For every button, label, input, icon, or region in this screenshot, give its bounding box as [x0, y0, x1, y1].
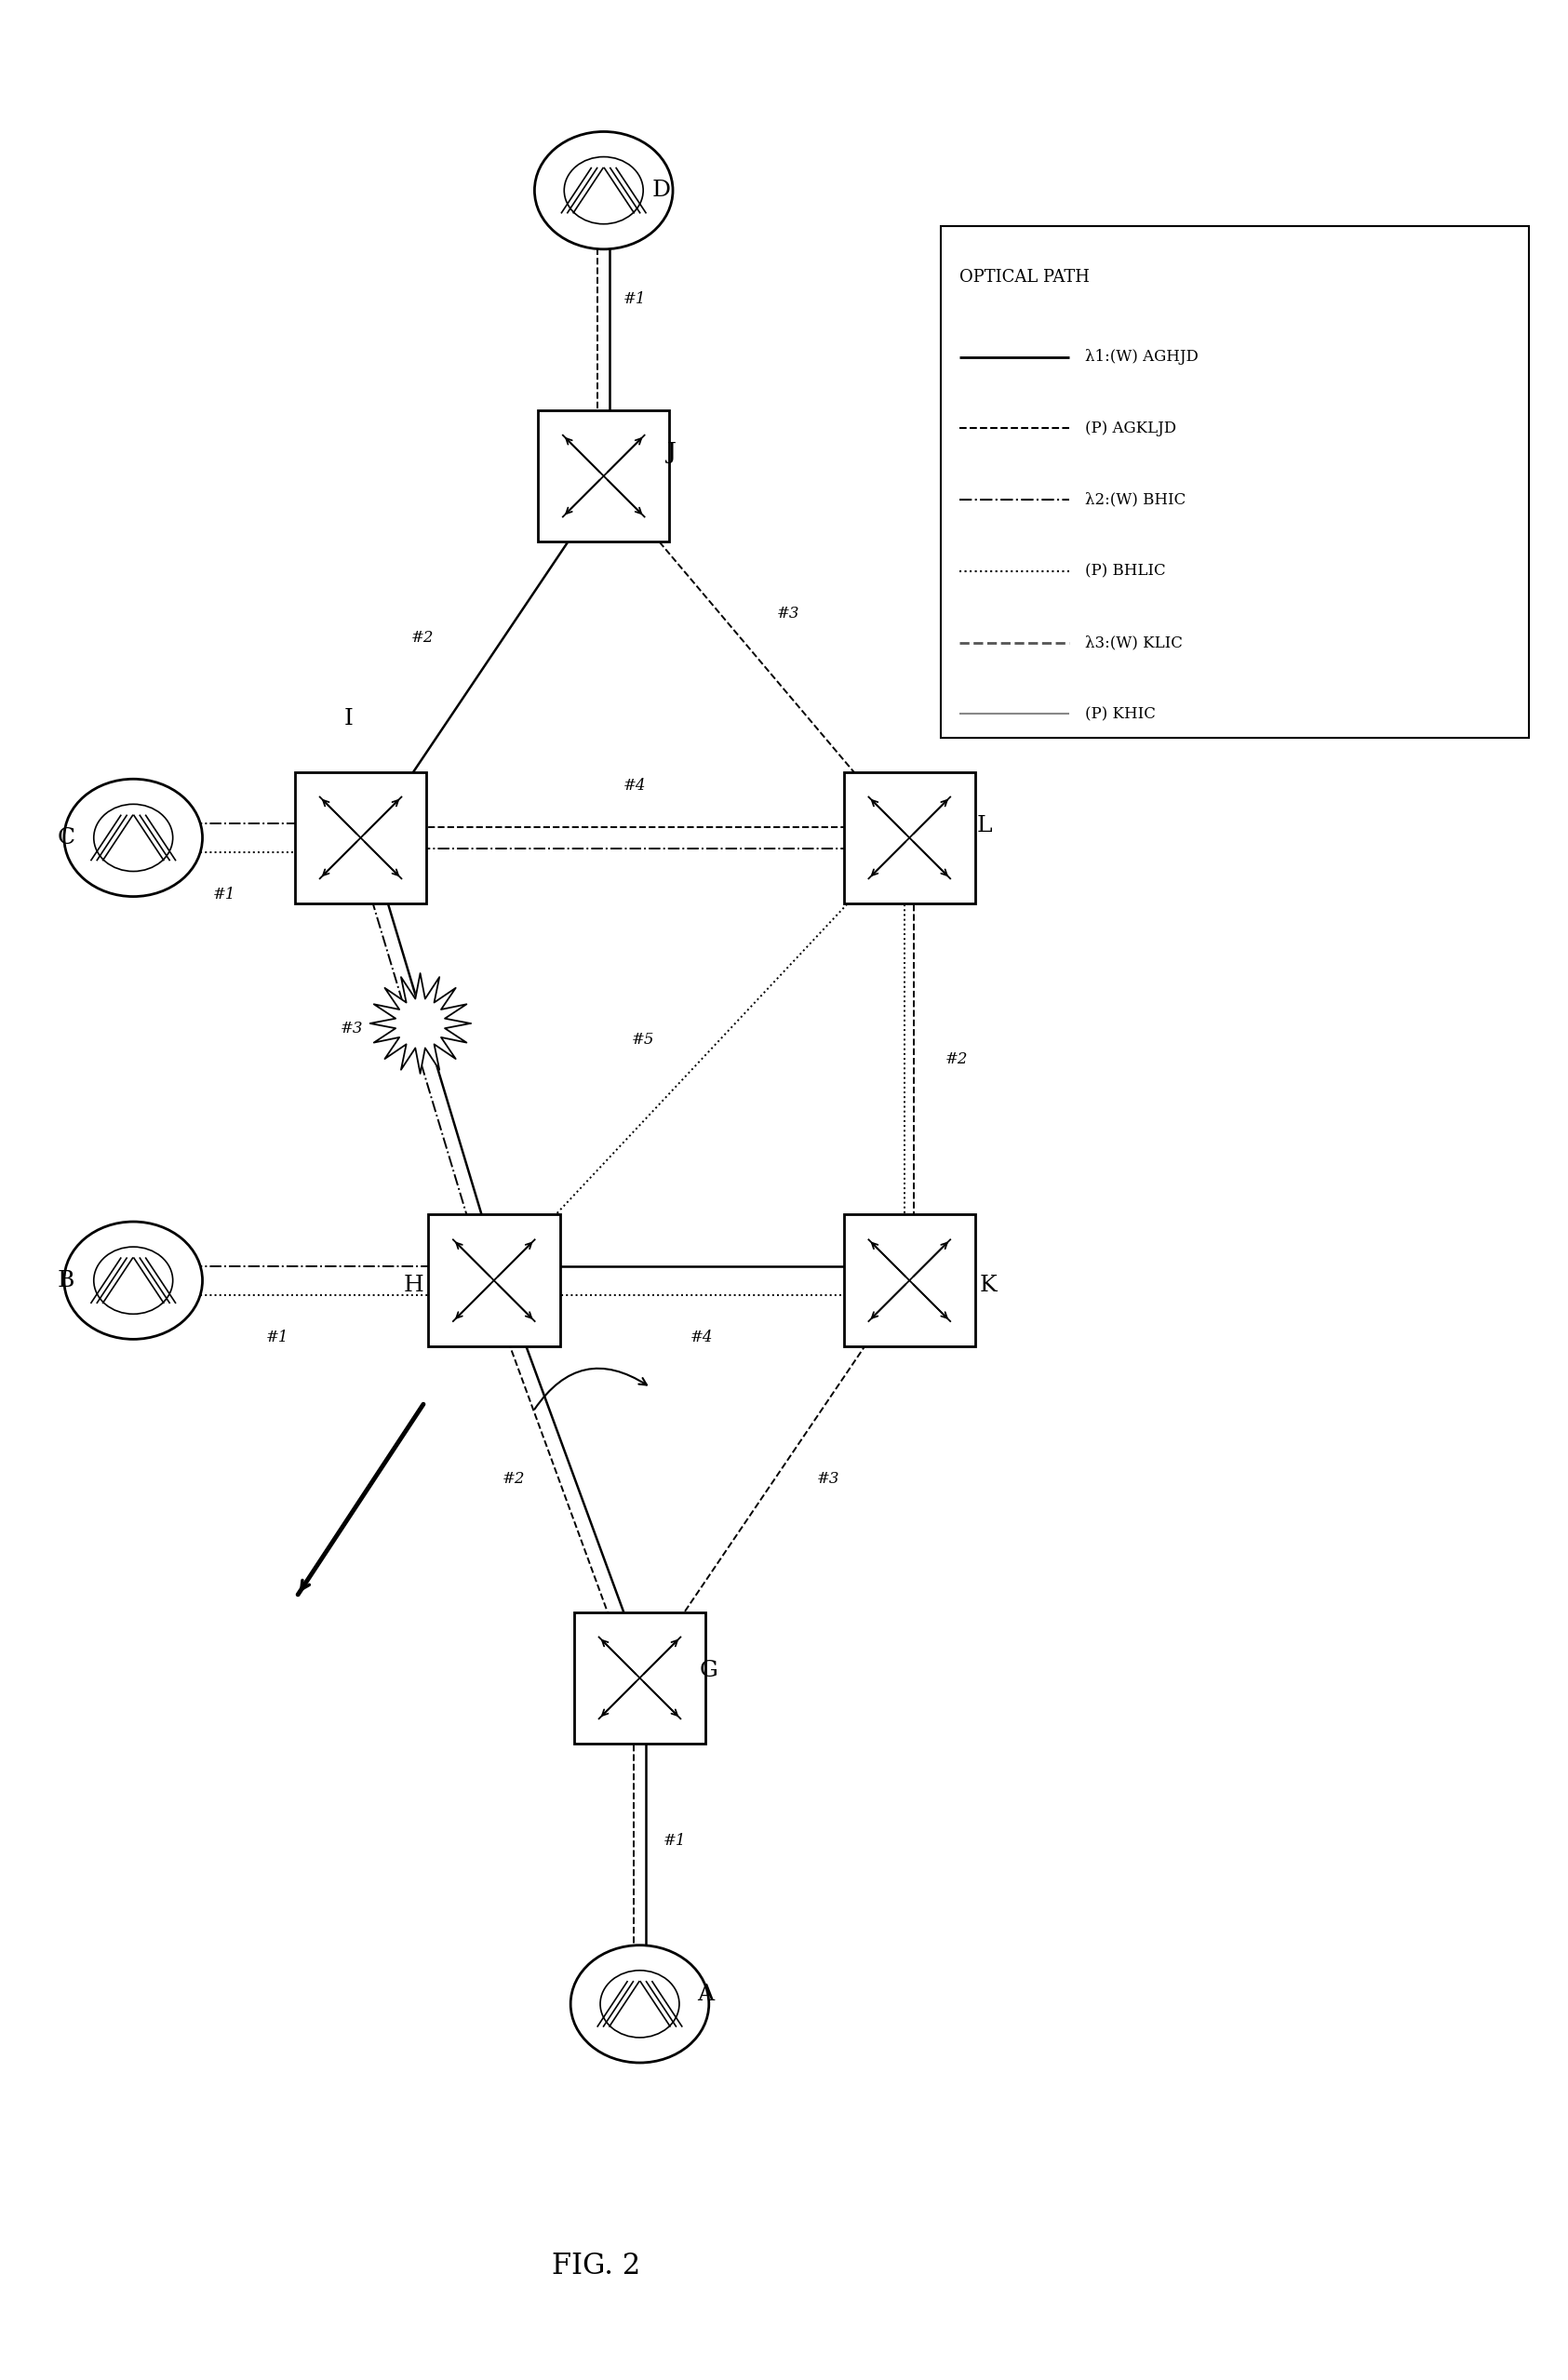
Text: #1: #1	[267, 1330, 289, 1345]
Text: λ2:(W) BHIC: λ2:(W) BHIC	[1085, 493, 1185, 507]
Bar	[574, 1611, 706, 1745]
Text: #2: #2	[411, 631, 434, 645]
Ellipse shape	[535, 131, 673, 250]
Text: A: A	[698, 1985, 713, 2004]
Ellipse shape	[64, 1221, 202, 1340]
Text: J: J	[666, 443, 676, 462]
Ellipse shape	[94, 1247, 172, 1314]
Bar	[941, 226, 1529, 738]
Text: L: L	[977, 816, 993, 835]
Polygon shape	[370, 973, 470, 1073]
Text: G: G	[699, 1661, 718, 1680]
Text: #3: #3	[817, 1471, 839, 1488]
Text: K: K	[978, 1276, 997, 1295]
Text: FIG. 2: FIG. 2	[552, 2251, 640, 2280]
Text: OPTICAL PATH: OPTICAL PATH	[960, 269, 1090, 286]
Ellipse shape	[601, 1971, 679, 2037]
Text: #3: #3	[340, 1021, 364, 1035]
Bar	[844, 771, 975, 904]
Text: #1: #1	[663, 1833, 685, 1849]
Text: #5: #5	[632, 1031, 654, 1047]
Text: λ1:(W) AGHJD: λ1:(W) AGHJD	[1085, 350, 1198, 364]
Text: #1: #1	[624, 290, 646, 307]
Text: C: C	[56, 828, 75, 847]
Ellipse shape	[571, 1944, 709, 2063]
Text: I: I	[343, 709, 353, 728]
Text: #4: #4	[690, 1330, 713, 1345]
Text: B: B	[58, 1271, 74, 1290]
Ellipse shape	[64, 778, 202, 897]
Text: #1: #1	[213, 888, 235, 902]
Text: (P) BHLIC: (P) BHLIC	[1085, 564, 1165, 578]
Bar	[428, 1214, 560, 1347]
Text: D: D	[652, 181, 671, 200]
Text: #4: #4	[624, 778, 646, 793]
Ellipse shape	[564, 157, 643, 224]
Text: #2: #2	[946, 1052, 967, 1066]
Text: #3: #3	[776, 607, 800, 621]
FancyArrowPatch shape	[535, 1368, 646, 1409]
Text: (P) KHIC: (P) KHIC	[1085, 707, 1156, 721]
Text: (P) AGKLJD: (P) AGKLJD	[1085, 421, 1176, 436]
Text: λ3:(W) KLIC: λ3:(W) KLIC	[1085, 635, 1182, 650]
Bar	[295, 771, 426, 904]
Text: #2: #2	[502, 1471, 525, 1488]
Bar	[538, 409, 670, 543]
Text: H: H	[405, 1276, 423, 1295]
Bar	[844, 1214, 975, 1347]
Ellipse shape	[94, 804, 172, 871]
